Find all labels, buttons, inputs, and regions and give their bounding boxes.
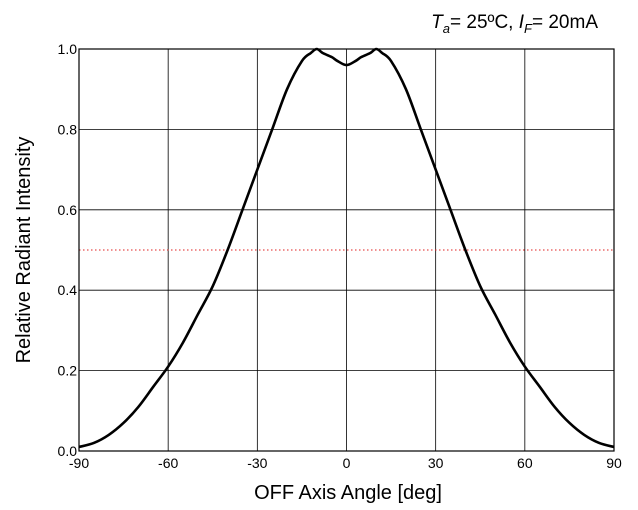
plot-frame — [78, 48, 615, 452]
plot-line-group — [78, 47, 615, 449]
x-tick-label: -60 — [158, 455, 178, 471]
y-tick-labels: 0.0 0.2 0.4 0.6 0.8 1.0 — [58, 41, 78, 459]
x-axis-label: OFF Axis Angle [deg] — [254, 482, 442, 504]
y-axis-label: Relative Radiant Intensity — [13, 137, 35, 364]
x-tick-label: 60 — [517, 455, 533, 471]
y-tick-label: 0.2 — [58, 363, 78, 379]
x-tick-label: 0 — [343, 455, 351, 471]
x-tick-label: -30 — [247, 455, 267, 471]
ta-subscript: a — [443, 21, 450, 36]
if-subscript: F — [524, 21, 533, 36]
x-tick-labels: -90 -60 -30 0 30 60 90 — [69, 455, 622, 471]
ta-value: = 25ºC, — [450, 12, 519, 33]
y-tick-label: 0.0 — [58, 443, 78, 459]
series-line — [78, 47, 615, 449]
y-tick-label: 0.4 — [58, 282, 78, 298]
x-tick-label: 90 — [606, 455, 622, 471]
if-symbol: I — [519, 12, 525, 33]
ta-symbol: T — [431, 12, 444, 33]
x-tick-label: 30 — [428, 455, 444, 471]
y-tick-label: 0.6 — [58, 202, 78, 218]
test-conditions: Ta= 25ºC, IF= 20mA — [431, 12, 598, 36]
x-tick-label: -90 — [69, 455, 89, 471]
y-tick-label: 1.0 — [58, 41, 78, 57]
if-value: = 20mA — [532, 12, 598, 33]
y-tick-label: 0.8 — [58, 121, 78, 137]
